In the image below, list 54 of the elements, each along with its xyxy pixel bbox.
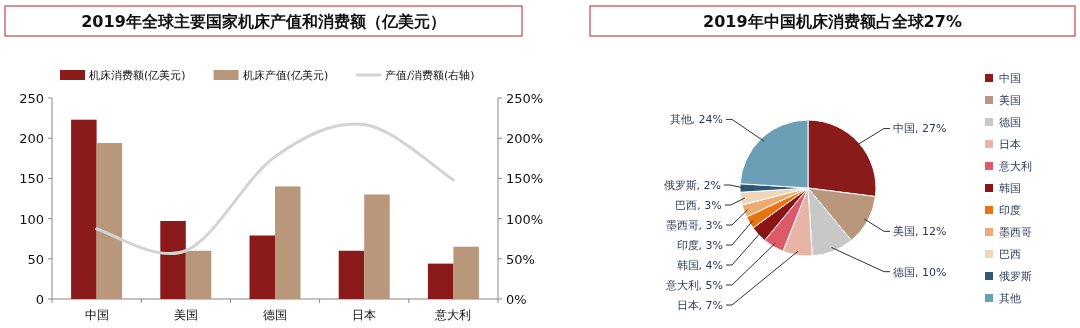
y2-tick-label: 50% bbox=[506, 251, 535, 267]
bar bbox=[275, 186, 301, 299]
bar bbox=[249, 235, 275, 299]
data-label: 美国, 12% bbox=[893, 225, 947, 239]
legend-label: 产值/消费额(右轴) bbox=[385, 69, 475, 82]
legend-label: 巴西 bbox=[999, 248, 1021, 261]
bar bbox=[185, 250, 212, 299]
bar bbox=[71, 119, 97, 299]
legend-label: 德国 bbox=[999, 116, 1021, 129]
legend-label: 机床消费额(亿美元) bbox=[89, 69, 186, 82]
bar bbox=[453, 246, 479, 299]
y2-tick-label: 0% bbox=[506, 292, 527, 307]
legend-label: 意大利 bbox=[998, 160, 1032, 173]
data-label: 德国, 10% bbox=[893, 265, 947, 279]
data-label: 俄罗斯, 2% bbox=[663, 179, 721, 192]
y2-tick-label: 200% bbox=[506, 131, 544, 147]
data-label: 韩国, 4% bbox=[676, 259, 723, 272]
y2-tick-label: 150% bbox=[506, 171, 544, 187]
legend-label: 墨西哥 bbox=[999, 226, 1032, 239]
y-tick-label: 150 bbox=[19, 171, 44, 187]
legend-label: 机床产值(亿美元) bbox=[242, 69, 329, 82]
data-label: 中国, 27% bbox=[893, 122, 947, 136]
data-label: 日本, 7% bbox=[676, 299, 723, 312]
legend-label: 印度 bbox=[999, 204, 1021, 217]
x-tick-label: 德国 bbox=[263, 308, 287, 322]
data-label: 墨西哥, 3% bbox=[665, 219, 723, 232]
data-label: 印度, 3% bbox=[676, 239, 723, 252]
x-tick-label: 意大利 bbox=[434, 308, 472, 322]
x-tick-label: 中国 bbox=[84, 308, 109, 322]
x-tick-label: 美国 bbox=[173, 308, 198, 322]
y2-tick-label: 250% bbox=[506, 91, 544, 106]
y-tick-label: 0 bbox=[35, 292, 44, 307]
data-label: 其他, 24% bbox=[669, 113, 723, 127]
bar bbox=[160, 221, 186, 299]
y2-tick-label: 100% bbox=[506, 211, 544, 227]
legend-label: 韩国 bbox=[999, 182, 1021, 195]
bar bbox=[338, 250, 365, 299]
chart-title: 2019年中国机床消费额占全球27% bbox=[703, 12, 962, 31]
y-tick-label: 100 bbox=[19, 211, 44, 227]
legend-label: 其他 bbox=[999, 292, 1021, 305]
legend-label: 中国 bbox=[999, 72, 1021, 85]
y-tick-label: 50 bbox=[27, 251, 44, 267]
bar bbox=[364, 194, 390, 299]
legend-label: 日本 bbox=[999, 138, 1021, 151]
legend-label: 俄罗斯 bbox=[999, 270, 1032, 283]
data-label: 巴西, 3% bbox=[675, 199, 722, 212]
bar bbox=[96, 143, 123, 299]
y-tick-label: 250 bbox=[19, 91, 44, 106]
x-tick-label: 日本 bbox=[352, 308, 377, 322]
data-label: 意大利, 5% bbox=[664, 279, 723, 292]
bar bbox=[427, 263, 454, 299]
y-tick-label: 200 bbox=[19, 131, 44, 147]
legend-label: 美国 bbox=[999, 94, 1021, 107]
chart-title: 2019年全球主要国家机床产值和消费额（亿美元） bbox=[81, 12, 446, 31]
